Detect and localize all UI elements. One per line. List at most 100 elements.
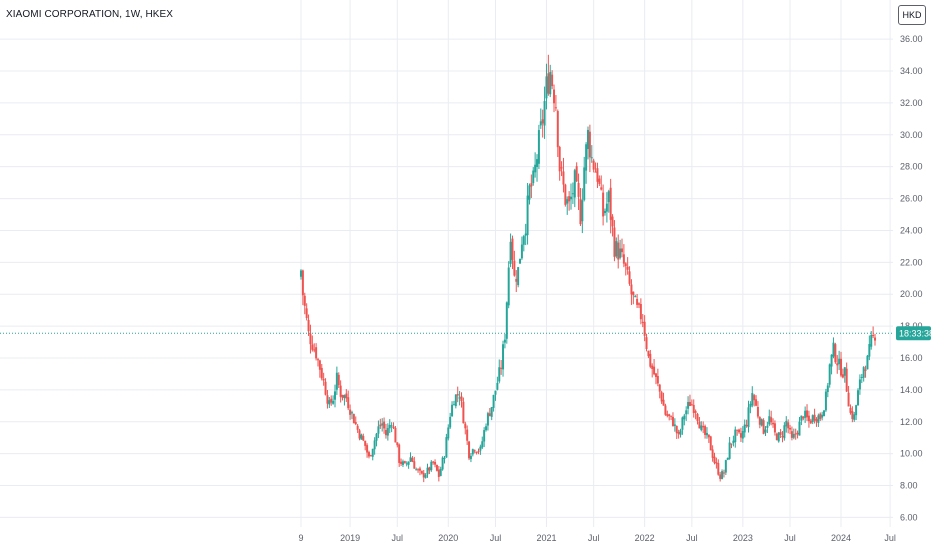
candle-up	[458, 397, 461, 399]
candle-up	[371, 448, 374, 457]
candle-up	[843, 367, 846, 376]
candle-up	[766, 425, 769, 428]
candle-up	[505, 302, 508, 339]
symbol-title: XIAOMI CORPORATION, 1W, HKEX	[6, 9, 174, 20]
candle-down	[653, 366, 656, 375]
candle-down	[541, 119, 544, 124]
candle-up	[424, 474, 427, 478]
candle-up	[507, 267, 510, 306]
candle-up	[490, 407, 493, 417]
candle-down	[645, 337, 648, 349]
candle-down	[560, 167, 563, 169]
candle-down	[851, 411, 854, 420]
currency-button[interactable]: HKD	[898, 5, 926, 25]
candle-up	[483, 430, 486, 442]
candle-up	[536, 159, 539, 167]
y-tick-label: 18.00	[900, 321, 923, 331]
candle-down	[568, 196, 571, 202]
candle-up	[409, 457, 412, 462]
candle-down	[303, 295, 306, 306]
price-label-text: 18:33:38	[899, 328, 932, 338]
candle-down	[547, 73, 550, 94]
candle-up	[826, 385, 829, 393]
candle-down	[707, 434, 710, 438]
candle-down	[354, 421, 357, 425]
candle-down	[874, 337, 877, 341]
candle-down	[711, 449, 714, 458]
candle-down	[358, 430, 361, 439]
candle-down	[513, 260, 516, 276]
y-tick-label: 30.00	[900, 130, 923, 140]
candle-up	[821, 414, 824, 418]
candle-up	[492, 394, 495, 408]
candle-down	[809, 420, 812, 424]
candle-down	[739, 433, 742, 438]
candle-down	[849, 407, 852, 413]
x-tick-label: Jul	[588, 533, 600, 543]
candle-up	[583, 167, 586, 200]
candle-up	[679, 430, 682, 435]
candle-up	[360, 434, 363, 440]
candle-up	[566, 199, 569, 204]
candle-down	[462, 401, 465, 424]
candle-up	[603, 210, 606, 214]
candle-down	[702, 425, 705, 428]
candle-down	[383, 421, 386, 429]
candle-up	[386, 428, 389, 436]
candle-up	[828, 364, 831, 385]
x-tick-label: Jul	[392, 533, 404, 543]
candle-down	[437, 469, 440, 477]
candle-down	[626, 266, 629, 270]
candle-up	[785, 420, 788, 427]
candle-up	[743, 424, 746, 433]
candle-down	[434, 462, 437, 465]
candle-down	[781, 436, 784, 438]
candle-up	[496, 382, 499, 390]
candle-up	[350, 412, 353, 414]
candle-down	[339, 385, 342, 397]
y-tick-label: 24.00	[900, 225, 923, 235]
candle-up	[685, 410, 688, 415]
candle-down	[418, 468, 421, 471]
candle-down	[558, 147, 561, 172]
time-axis[interactable]: 9 2019 Jul 2020 Jul 2021 Jul 2022 Jul 2023 Jul 2024…	[298, 533, 895, 543]
candle-down	[553, 89, 556, 104]
candle-down	[647, 350, 650, 357]
candle-down	[755, 399, 758, 406]
candle-up	[445, 437, 448, 458]
candle-down	[309, 333, 312, 345]
candle-down	[432, 461, 435, 463]
candle-up	[539, 121, 542, 126]
candle-up	[768, 416, 771, 425]
candle-down	[468, 441, 471, 459]
candle-up	[811, 415, 814, 423]
candle-up	[405, 463, 408, 465]
candle-up	[486, 413, 489, 426]
candle-up	[502, 344, 505, 370]
candle-up	[590, 157, 593, 159]
current-price-label: 18:33:38	[896, 326, 932, 341]
candle-up	[430, 461, 433, 471]
candle-up	[732, 440, 735, 443]
candle-up	[857, 390, 860, 406]
candle-up	[581, 200, 584, 222]
candle-down	[639, 304, 642, 320]
candle-up	[830, 354, 833, 367]
candle-up	[866, 355, 869, 370]
price-axis[interactable]: 6.00 8.00 10.00 12.00 14.00 16.00 18.00 20.00 22…	[900, 34, 923, 522]
candle-down	[352, 414, 355, 424]
candle-down	[515, 278, 518, 282]
candle-up	[798, 421, 801, 436]
candle-down	[366, 445, 369, 453]
candle-down	[664, 405, 667, 415]
candle-down	[466, 429, 469, 441]
candle-down	[779, 432, 782, 435]
candle-up	[870, 334, 873, 347]
candle-down	[649, 353, 652, 367]
candle-up	[792, 434, 795, 438]
candle-down	[834, 344, 837, 363]
candle-down	[713, 456, 716, 463]
candle-up	[573, 170, 576, 198]
